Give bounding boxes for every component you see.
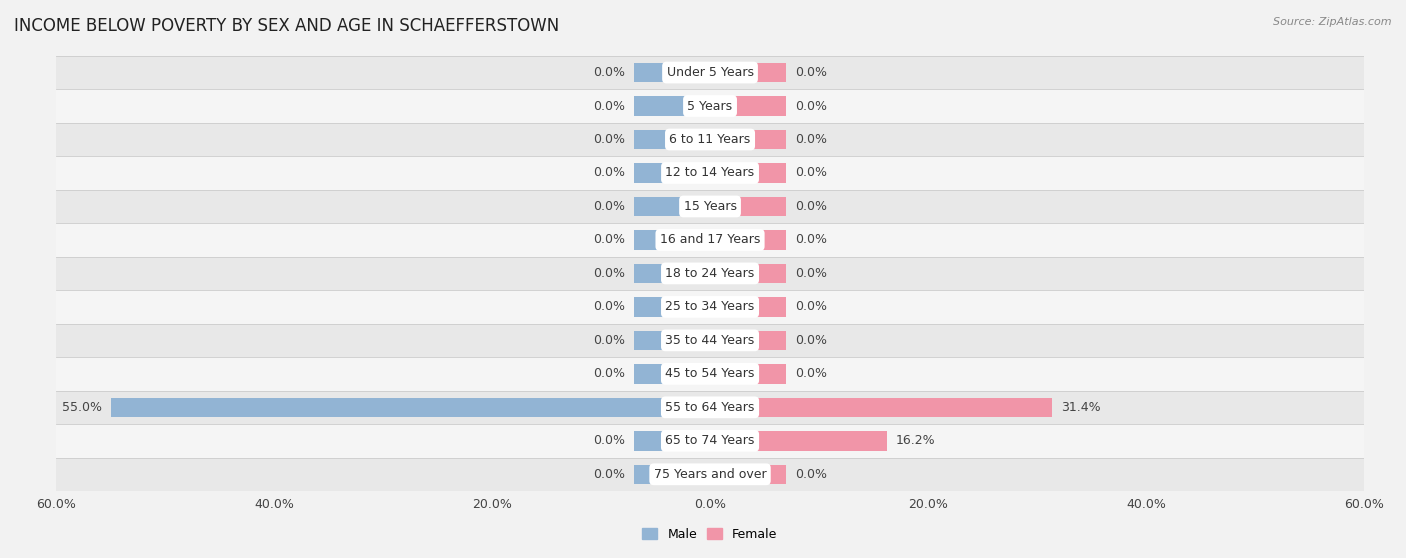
Bar (56, 458, 1364, 491)
Bar (56, 391, 1364, 424)
Text: 6 to 11 Years: 6 to 11 Years (669, 133, 751, 146)
Text: 0.0%: 0.0% (593, 434, 626, 448)
Bar (710, 63, 786, 82)
Text: Under 5 Years: Under 5 Years (666, 66, 754, 79)
Text: 15 Years: 15 Years (683, 200, 737, 213)
Bar (634, 264, 710, 283)
Text: 31.4%: 31.4% (1062, 401, 1101, 414)
Text: 25 to 34 Years: 25 to 34 Years (665, 300, 755, 314)
Bar (56, 290, 1364, 324)
Bar (56, 357, 1364, 391)
Bar (634, 297, 710, 316)
Bar (634, 63, 710, 82)
Text: 0.0%: 0.0% (593, 200, 626, 213)
Text: 0.0%: 0.0% (593, 468, 626, 481)
Bar (710, 297, 786, 316)
Text: 0.0%: 0.0% (593, 99, 626, 113)
Text: 55.0%: 55.0% (62, 401, 103, 414)
Text: Source: ZipAtlas.com: Source: ZipAtlas.com (1274, 17, 1392, 27)
Bar (56, 424, 1364, 458)
Text: 55 to 64 Years: 55 to 64 Years (665, 401, 755, 414)
Bar (634, 197, 710, 216)
Text: 0.0%: 0.0% (794, 367, 827, 381)
Bar (56, 190, 1364, 223)
Bar (634, 230, 710, 249)
Legend: Male, Female: Male, Female (637, 523, 783, 546)
Text: 0.0%: 0.0% (593, 300, 626, 314)
Bar (710, 163, 786, 182)
Bar (56, 56, 1364, 89)
Text: 0.0%: 0.0% (593, 267, 626, 280)
Bar (56, 324, 1364, 357)
Text: 0.0%: 0.0% (794, 468, 827, 481)
Text: 18 to 24 Years: 18 to 24 Years (665, 267, 755, 280)
Bar (710, 331, 786, 350)
Text: 0.0%: 0.0% (794, 99, 827, 113)
Bar (56, 156, 1364, 190)
Text: 0.0%: 0.0% (593, 233, 626, 247)
Text: 35 to 44 Years: 35 to 44 Years (665, 334, 755, 347)
Text: 0.0%: 0.0% (593, 334, 626, 347)
Bar (710, 264, 786, 283)
Text: 65 to 74 Years: 65 to 74 Years (665, 434, 755, 448)
Text: 0.0%: 0.0% (593, 133, 626, 146)
Text: 0.0%: 0.0% (794, 334, 827, 347)
Text: 16 and 17 Years: 16 and 17 Years (659, 233, 761, 247)
Bar (56, 257, 1364, 290)
Text: 12 to 14 Years: 12 to 14 Years (665, 166, 755, 180)
Text: 5 Years: 5 Years (688, 99, 733, 113)
Bar (710, 130, 786, 149)
Text: 16.2%: 16.2% (896, 434, 935, 448)
Text: 0.0%: 0.0% (794, 200, 827, 213)
Bar (634, 364, 710, 383)
Bar (710, 465, 786, 484)
Bar (710, 97, 786, 116)
Bar (111, 398, 710, 417)
Bar (710, 197, 786, 216)
Bar (710, 230, 786, 249)
Bar (56, 89, 1364, 123)
Text: 0.0%: 0.0% (593, 367, 626, 381)
Bar (634, 130, 710, 149)
Text: 0.0%: 0.0% (794, 133, 827, 146)
Bar (710, 431, 887, 450)
Bar (634, 331, 710, 350)
Text: 0.0%: 0.0% (794, 267, 827, 280)
Text: 0.0%: 0.0% (794, 66, 827, 79)
Text: INCOME BELOW POVERTY BY SEX AND AGE IN SCHAEFFERSTOWN: INCOME BELOW POVERTY BY SEX AND AGE IN S… (14, 17, 560, 35)
Bar (56, 223, 1364, 257)
Bar (710, 364, 786, 383)
Text: 0.0%: 0.0% (593, 66, 626, 79)
Bar (634, 431, 710, 450)
Text: 0.0%: 0.0% (593, 166, 626, 180)
Bar (634, 163, 710, 182)
Bar (634, 465, 710, 484)
Text: 0.0%: 0.0% (794, 233, 827, 247)
Bar (634, 97, 710, 116)
Text: 0.0%: 0.0% (794, 300, 827, 314)
Text: 0.0%: 0.0% (794, 166, 827, 180)
Text: 75 Years and over: 75 Years and over (654, 468, 766, 481)
Bar (710, 398, 1052, 417)
Text: 45 to 54 Years: 45 to 54 Years (665, 367, 755, 381)
Bar (56, 123, 1364, 156)
